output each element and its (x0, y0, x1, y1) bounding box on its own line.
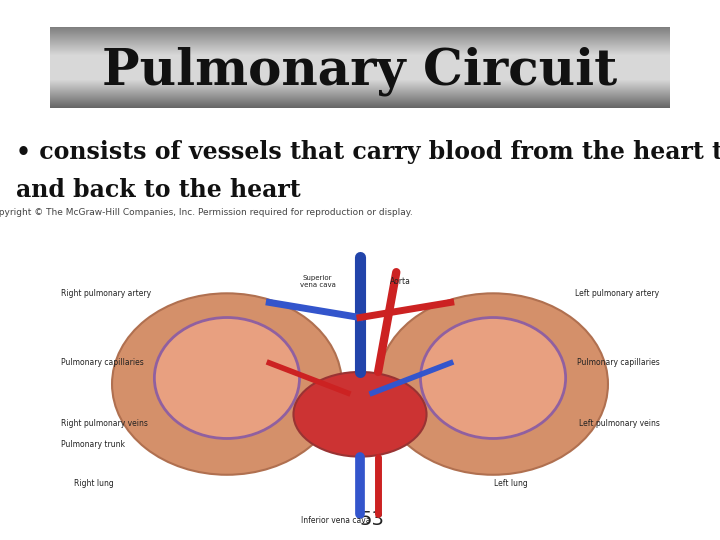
Text: Left lung: Left lung (495, 480, 528, 488)
Ellipse shape (294, 372, 426, 457)
Text: Inferior vena cava: Inferior vena cava (301, 516, 371, 525)
Text: Aorta: Aorta (390, 276, 411, 286)
Text: Left pulmonary veins: Left pulmonary veins (578, 419, 660, 428)
Text: Pulmonary trunk: Pulmonary trunk (60, 440, 125, 449)
Text: Superior
vena cava: Superior vena cava (300, 275, 336, 288)
Text: 53: 53 (359, 510, 384, 529)
Ellipse shape (378, 293, 608, 475)
Ellipse shape (112, 293, 342, 475)
Text: • consists of vessels that carry blood from the heart to the lungs: • consists of vessels that carry blood f… (16, 140, 720, 164)
Ellipse shape (154, 318, 300, 438)
Text: Right pulmonary artery: Right pulmonary artery (60, 289, 150, 298)
Text: and back to the heart: and back to the heart (16, 178, 301, 202)
Text: Right pulmonary veins: Right pulmonary veins (60, 419, 148, 428)
Ellipse shape (420, 318, 566, 438)
Text: Pulmonary capillaries: Pulmonary capillaries (577, 359, 660, 367)
Text: Left pulmonary artery: Left pulmonary artery (575, 289, 660, 298)
Text: Pulmonary Circuit: Pulmonary Circuit (102, 47, 618, 96)
Text: Copyright © The McGraw-Hill Companies, Inc. Permission required for reproduction: Copyright © The McGraw-Hill Companies, I… (0, 208, 413, 217)
Text: Right lung: Right lung (74, 480, 114, 488)
Text: Pulmonary capillaries: Pulmonary capillaries (60, 359, 143, 367)
